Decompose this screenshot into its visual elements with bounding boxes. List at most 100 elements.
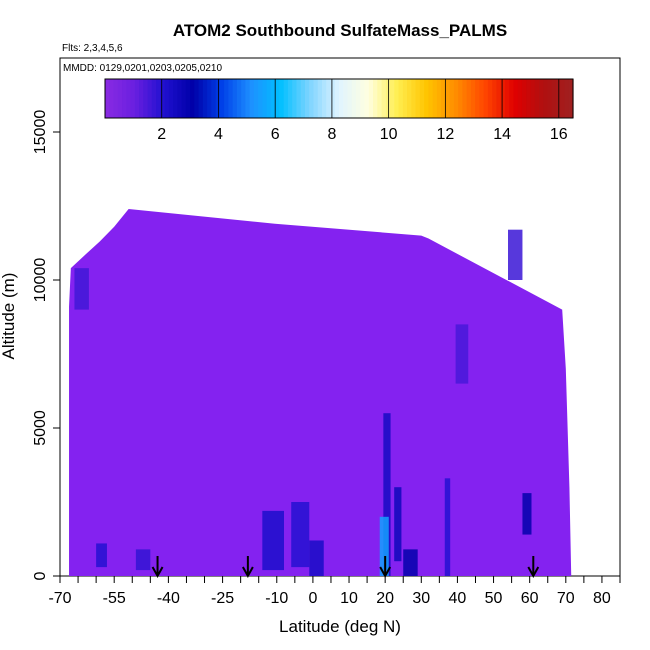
sulfate-cell-3 — [291, 502, 310, 568]
colorbar-cell — [211, 79, 217, 118]
colorbar-cell — [419, 79, 425, 118]
flights-label: Flts: 2,3,4,5,6 — [62, 43, 123, 54]
colorbar-cell — [360, 79, 366, 118]
colorbar-cell — [568, 79, 574, 118]
colorbar-cell — [287, 79, 293, 118]
colorbar-cell — [339, 79, 344, 118]
colorbar-cell — [275, 79, 281, 118]
colorbar-cell — [394, 79, 400, 118]
colorbar-cell — [479, 79, 485, 118]
colorbar-cell — [236, 79, 242, 118]
colorbar-cell — [130, 79, 136, 118]
colorbar-cell — [470, 79, 476, 118]
colorbar-cell — [428, 79, 434, 118]
colorbar-cell — [151, 79, 157, 118]
colorbar-cell — [513, 79, 519, 118]
colorbar-cell — [449, 79, 455, 118]
colorbar-cell — [385, 79, 391, 118]
colorbar-cell — [543, 79, 549, 118]
x-tick-label: 10 — [340, 590, 358, 607]
colorbar-cell — [134, 79, 140, 118]
colorbar-cell — [492, 79, 498, 118]
colorbar-cell — [381, 79, 387, 118]
colorbar-cell — [551, 79, 557, 118]
sulfate-cell-13 — [74, 268, 89, 310]
x-tick-label: -25 — [211, 590, 234, 607]
colorbar-cell — [351, 79, 357, 118]
colorbar-cell — [326, 79, 332, 118]
colorbar-cell — [526, 79, 532, 118]
colorbar-cell — [241, 79, 246, 118]
colorbar-cell — [496, 79, 502, 118]
sulfate-cell-0 — [96, 543, 107, 568]
colorbar-cell — [504, 79, 510, 118]
colorbar-cell — [300, 79, 306, 118]
profile-arrow-head — [151, 566, 164, 579]
sulfate-cell-12 — [455, 324, 469, 384]
colorbar-cell — [373, 79, 378, 118]
x-tick-label: -40 — [157, 590, 180, 607]
colorbar-cell — [105, 79, 110, 118]
chart-title: ATOM2 Southbound SulfateMass_PALMS — [173, 21, 507, 40]
colorbar-cell — [309, 79, 315, 118]
y-axis-label: Altitude (m) — [0, 273, 18, 360]
colorbar-cell — [313, 79, 319, 118]
sulfate-cell-9 — [444, 478, 451, 576]
x-tick-label: 20 — [376, 590, 394, 607]
colorbar-cell — [368, 79, 374, 118]
colorbar-cell — [202, 79, 208, 118]
colorbar-cell — [207, 79, 212, 118]
colorbar-cell — [249, 79, 255, 118]
colorbar-cell — [334, 79, 340, 118]
sulfate-field-background — [69, 208, 572, 576]
sulfate-cell-6 — [379, 516, 389, 576]
colorbar-cell — [292, 79, 298, 118]
x-axis-label: Latitude (deg N) — [279, 617, 401, 636]
colorbar-cell — [560, 79, 566, 118]
colorbar-cell — [270, 79, 276, 118]
colorbar-cell — [445, 79, 451, 118]
colorbar-tick-label: 14 — [493, 126, 511, 143]
x-axis: -70 -55 -40 -25 -10 0 10 20 30 40 50 60 70 80 — [48, 576, 621, 607]
colorbar-cell — [347, 79, 353, 118]
colorbar-cell — [564, 79, 570, 118]
colorbar-cell — [377, 79, 383, 118]
colorbar-cell — [113, 79, 119, 118]
colorbar-cell — [356, 79, 361, 118]
profile-arrow-1 — [241, 556, 254, 579]
colorbar-tick-label: 8 — [327, 126, 336, 143]
sulfate-cell-2 — [262, 510, 284, 571]
y-tick-label: 10000 — [32, 258, 49, 303]
colorbar-cell — [198, 79, 204, 118]
colorbar-cell — [279, 79, 285, 118]
colorbar-cell — [258, 79, 264, 118]
colorbar-cell — [547, 79, 553, 118]
colorbar-cell — [521, 79, 527, 118]
mmdd-label: MMDD: 0129,0201,0203,0205,0210 — [63, 63, 222, 74]
colorbar-cell — [415, 79, 421, 118]
colorbar-cell — [126, 79, 132, 118]
x-tick-label: 30 — [412, 590, 430, 607]
colorbar-cell — [143, 79, 149, 118]
colorbar-cell — [215, 79, 221, 118]
sulfate-cell-7 — [394, 487, 402, 562]
x-tick-label: 80 — [593, 590, 611, 607]
colorbar-cell — [181, 79, 187, 118]
x-tick-label: 70 — [557, 590, 575, 607]
colorbar-cell — [509, 79, 515, 118]
colorbar-cell — [441, 79, 446, 118]
colorbar-frame — [104, 78, 574, 119]
colorbar-cell — [190, 79, 195, 118]
y-tick-label: 0 — [32, 571, 49, 580]
colorbar-cell — [436, 79, 442, 118]
colorbar-tick-label: 6 — [271, 126, 280, 143]
colorbar-cell — [194, 79, 200, 118]
colorbar-cell — [407, 79, 412, 118]
colorbar-cell — [296, 79, 302, 118]
x-tick-label: 40 — [449, 590, 467, 607]
colorbar-tick-label: 12 — [436, 126, 454, 143]
colorbar-tick-label: 2 — [157, 126, 166, 143]
colorbar-cell — [398, 79, 404, 118]
sulfate-cell-8 — [403, 549, 418, 576]
sulfate-cell-11 — [508, 229, 523, 280]
